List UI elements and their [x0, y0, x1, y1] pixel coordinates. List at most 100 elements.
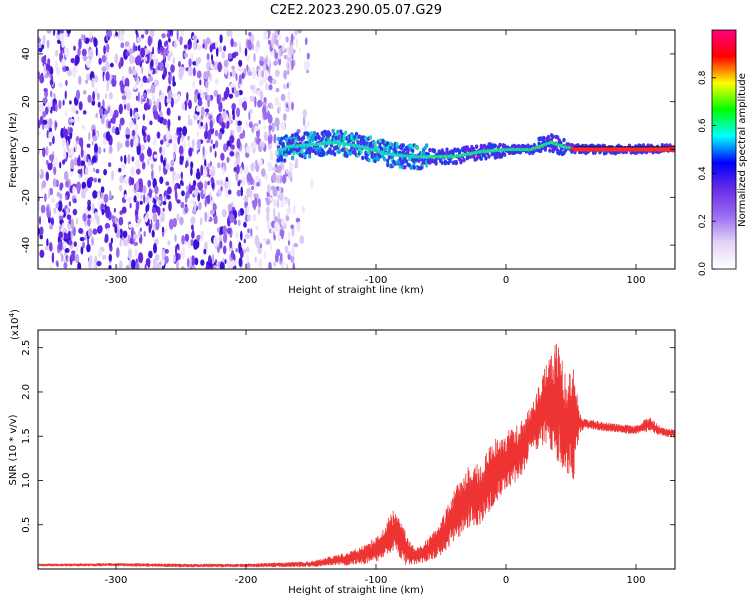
- spectrogram-noise-cell: [136, 36, 142, 43]
- spectrogram-noise-cell: [173, 254, 176, 263]
- spectrogram-noise-cell: [181, 235, 185, 245]
- spectrogram-noise-cell: [181, 190, 185, 197]
- spectrogram-noise-cell: [209, 72, 212, 82]
- spectrogram-noise-cell: [214, 150, 217, 158]
- spectrogram-noise-cell: [44, 245, 49, 251]
- spectrogram-noise-cell: [49, 264, 52, 269]
- spectrogram-noise-cell: [196, 70, 202, 79]
- spectrogram-noise-cell: [72, 208, 78, 216]
- snr-y-tick-label: 1.0: [21, 473, 32, 489]
- spectrogram-noise-cell: [195, 171, 201, 180]
- spectrogram-noise-cell: [271, 78, 277, 85]
- spectrogram-noise-cell: [106, 80, 109, 92]
- spectrogram-signal-cell: [361, 155, 365, 161]
- spectrogram-noise-cell: [107, 120, 112, 129]
- spectrogram-noise-cell: [230, 30, 233, 39]
- spectrogram-noise-cell: [236, 138, 241, 150]
- spectrogram-noise-cell: [223, 232, 228, 244]
- spectrogram-noise-cell: [297, 30, 302, 34]
- spectrogram-signal-cell: [280, 136, 284, 141]
- spectrogram-y-axis: -40 -20 0 20 40: [21, 48, 675, 253]
- spectrogram-noise-cell: [140, 47, 146, 58]
- spectrogram-noise-cell: [61, 137, 66, 148]
- spectrogram-noise-cell: [170, 97, 174, 108]
- spectrogram-signal-cell: [468, 154, 472, 159]
- spectrogram-noise-cell: [42, 111, 47, 118]
- snr-multiplier-close: ): [10, 309, 21, 313]
- spectrogram-noise-cell: [92, 155, 97, 163]
- spectrogram-noise-cell: [102, 254, 107, 260]
- spectrogram-noise-cell: [108, 92, 113, 100]
- spectrogram-noise-cell: [199, 89, 203, 94]
- spectrogram-noise-cell: [174, 183, 178, 193]
- spectrogram-noise-cell: [245, 151, 250, 158]
- spectrogram-noise-cell: [137, 230, 141, 238]
- spectrogram-signal-cell: [660, 143, 664, 148]
- spectrogram-noise-cell: [244, 47, 248, 57]
- spectrogram-noise-cell: [105, 131, 111, 142]
- spectrogram-noise-cell: [271, 37, 275, 49]
- spectrogram-noise-cell: [81, 181, 87, 189]
- spectrogram-noise-cell: [125, 264, 130, 269]
- spectrogram-noise-cell: [53, 207, 57, 214]
- spectrogram-noise-cell: [188, 147, 193, 157]
- spectrogram-noise-cell: [226, 156, 230, 163]
- spectrogram-noise-cell: [243, 165, 249, 176]
- spectrogram-noise-cell: [183, 44, 188, 49]
- spectrogram-noise-cell: [238, 74, 242, 85]
- spectrogram-noise-cell: [228, 146, 231, 153]
- spectrogram-signal-cell: [445, 150, 449, 155]
- spectrogram-noise-cell: [254, 181, 257, 191]
- spectrogram-noise-cell: [114, 53, 119, 64]
- spectrogram-noise-cell: [185, 194, 188, 204]
- spectrogram-signal-cell: [390, 142, 394, 148]
- spectrogram-noise-cell: [123, 154, 127, 166]
- spectrogram-noise-cell: [42, 97, 48, 104]
- spectrogram-signal-cell: [379, 146, 384, 151]
- spectrogram-noise-cell: [160, 139, 164, 145]
- spectrogram-noise-cell: [215, 259, 218, 264]
- spectrogram-noise-cell: [213, 61, 219, 71]
- spectrogram-noise-cell: [38, 47, 43, 53]
- spectrogram-signal-cell: [281, 142, 285, 147]
- spectrogram-noise-cell: [263, 97, 267, 103]
- spectrogram-noise-cell: [278, 33, 281, 41]
- spectrogram-noise-cell: [190, 52, 194, 62]
- spectrogram-signal-cell: [487, 154, 491, 159]
- spectrogram-noise-cell: [38, 216, 42, 225]
- spectrogram-noise-cell: [78, 38, 82, 50]
- spectrogram-noise-cell: [130, 166, 136, 176]
- spectrogram-noise-cell: [243, 238, 246, 244]
- spectrogram-noise-cell: [254, 256, 257, 264]
- spectrogram-noise-cell: [152, 92, 155, 103]
- spectrogram-noise-cell: [307, 121, 310, 127]
- spectrogram-noise-cell: [49, 154, 55, 162]
- spectrogram-y-tick-label: 20: [21, 95, 32, 108]
- spectrogram-signal-cell: [537, 141, 541, 146]
- spectrogram-noise-cell: [118, 216, 124, 226]
- snr-y-tick-label: 2.0: [21, 384, 32, 400]
- spectrogram-noise-cell: [225, 186, 229, 197]
- spectrogram-noise-cell: [147, 179, 152, 188]
- spectrogram-noise-cell: [38, 169, 42, 176]
- spectrogram-noise-cell: [91, 140, 94, 146]
- spectrogram-y-tick-label: -40: [21, 237, 32, 253]
- spectrogram-noise-cell: [243, 221, 247, 228]
- spectrogram-noise-cell: [104, 222, 110, 230]
- spectrogram-signal-cell: [503, 152, 507, 157]
- spectrogram-noise-cell: [155, 238, 159, 245]
- spectrogram-noise-cell: [72, 226, 76, 237]
- spectrogram-noise-cell: [236, 123, 242, 133]
- spectrogram-noise-cell: [235, 248, 238, 253]
- spectrogram-noise-cell: [58, 231, 63, 239]
- spectrogram-signal-cell: [312, 132, 316, 137]
- spectrogram-noise-cell: [123, 176, 128, 185]
- spectrogram-signal-cell: [479, 156, 483, 161]
- spectrogram-noise-cell: [269, 197, 274, 202]
- spectrogram-noise-cell: [166, 107, 171, 116]
- spectrogram-signal-cell: [334, 135, 338, 141]
- spectrogram-noise-cell: [239, 208, 245, 216]
- spectrogram-noise-cell: [70, 159, 75, 170]
- spectrogram-noise-cell: [152, 212, 158, 223]
- spectrogram-noise-cell: [181, 246, 185, 255]
